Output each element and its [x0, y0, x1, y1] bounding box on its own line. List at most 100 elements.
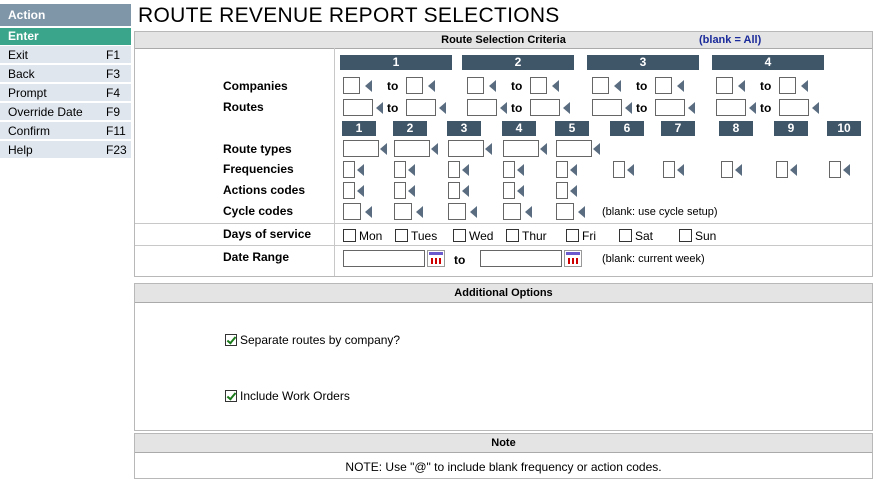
- frequency-input[interactable]: [343, 161, 355, 178]
- sidebar-item-prompt[interactable]: Prompt F4: [0, 84, 131, 102]
- prompt-arrow-icon[interactable]: [843, 164, 850, 176]
- action-code-input[interactable]: [556, 182, 568, 199]
- prompt-arrow-icon[interactable]: [431, 143, 438, 155]
- frequency-input[interactable]: [503, 161, 515, 178]
- prompt-arrow-icon[interactable]: [365, 206, 372, 218]
- date-to-input[interactable]: [480, 250, 562, 267]
- prompt-arrow-icon[interactable]: [376, 102, 383, 114]
- prompt-arrow-icon[interactable]: [570, 185, 577, 197]
- frequency-input[interactable]: [829, 161, 841, 178]
- prompt-arrow-icon[interactable]: [614, 80, 621, 92]
- calendar-icon[interactable]: [427, 250, 445, 267]
- prompt-arrow-icon[interactable]: [677, 80, 684, 92]
- frequency-input[interactable]: [556, 161, 568, 178]
- prompt-arrow-icon[interactable]: [790, 164, 797, 176]
- prompt-arrow-icon[interactable]: [540, 143, 547, 155]
- company-to-input[interactable]: [530, 77, 547, 94]
- prompt-arrow-icon[interactable]: [485, 143, 492, 155]
- sidebar-item-exit[interactable]: Exit F1: [0, 46, 131, 64]
- day-checkbox-fri[interactable]: [566, 229, 579, 242]
- prompt-arrow-icon[interactable]: [489, 80, 496, 92]
- sidebar-item-confirm[interactable]: Confirm F11: [0, 122, 131, 140]
- sidebar-item-override-date[interactable]: Override Date F9: [0, 103, 131, 121]
- route-to-input[interactable]: [655, 99, 685, 116]
- route-to-input[interactable]: [530, 99, 560, 116]
- action-code-input[interactable]: [394, 182, 406, 199]
- prompt-arrow-icon[interactable]: [408, 185, 415, 197]
- company-to-input[interactable]: [779, 77, 796, 94]
- sidebar-item-enter[interactable]: Enter: [0, 28, 131, 45]
- cycle-code-input[interactable]: [343, 203, 361, 220]
- day-checkbox-wed[interactable]: [453, 229, 466, 242]
- route-from-input[interactable]: [716, 99, 746, 116]
- route-from-input[interactable]: [467, 99, 497, 116]
- cycle-code-input[interactable]: [556, 203, 574, 220]
- company-from-input[interactable]: [592, 77, 609, 94]
- day-checkbox-sun[interactable]: [679, 229, 692, 242]
- prompt-arrow-icon[interactable]: [570, 164, 577, 176]
- route-from-input[interactable]: [592, 99, 622, 116]
- route-to-input[interactable]: [779, 99, 809, 116]
- action-code-input[interactable]: [343, 182, 355, 199]
- prompt-arrow-icon[interactable]: [812, 102, 819, 114]
- company-to-input[interactable]: [655, 77, 672, 94]
- frequency-input[interactable]: [613, 161, 625, 178]
- prompt-arrow-icon[interactable]: [365, 80, 372, 92]
- frequency-input[interactable]: [448, 161, 460, 178]
- day-checkbox-thur[interactable]: [506, 229, 519, 242]
- company-from-input[interactable]: [716, 77, 733, 94]
- cycle-code-input[interactable]: [503, 203, 521, 220]
- date-from-input[interactable]: [343, 250, 425, 267]
- prompt-arrow-icon[interactable]: [517, 185, 524, 197]
- day-checkbox-sat[interactable]: [619, 229, 632, 242]
- prompt-arrow-icon[interactable]: [627, 164, 634, 176]
- action-code-input[interactable]: [503, 182, 515, 199]
- route-type-input[interactable]: [556, 140, 592, 157]
- frequency-input[interactable]: [663, 161, 675, 178]
- frequency-input[interactable]: [394, 161, 406, 178]
- prompt-arrow-icon[interactable]: [439, 102, 446, 114]
- route-type-input[interactable]: [503, 140, 539, 157]
- include-work-orders-checkbox[interactable]: [225, 390, 237, 402]
- prompt-arrow-icon[interactable]: [625, 102, 632, 114]
- frequency-input[interactable]: [721, 161, 733, 178]
- prompt-arrow-icon[interactable]: [593, 143, 600, 155]
- prompt-arrow-icon[interactable]: [578, 206, 585, 218]
- prompt-arrow-icon[interactable]: [801, 80, 808, 92]
- prompt-arrow-icon[interactable]: [408, 164, 415, 176]
- prompt-arrow-icon[interactable]: [517, 164, 524, 176]
- route-type-input[interactable]: [448, 140, 484, 157]
- prompt-arrow-icon[interactable]: [677, 164, 684, 176]
- cycle-code-input[interactable]: [394, 203, 412, 220]
- prompt-arrow-icon[interactable]: [462, 185, 469, 197]
- calendar-icon[interactable]: [564, 250, 582, 267]
- route-type-input[interactable]: [343, 140, 379, 157]
- cycle-code-input[interactable]: [448, 203, 466, 220]
- prompt-arrow-icon[interactable]: [416, 206, 423, 218]
- prompt-arrow-icon[interactable]: [525, 206, 532, 218]
- sidebar-item-back[interactable]: Back F3: [0, 65, 131, 83]
- prompt-arrow-icon[interactable]: [735, 164, 742, 176]
- prompt-arrow-icon[interactable]: [380, 143, 387, 155]
- prompt-arrow-icon[interactable]: [749, 102, 756, 114]
- prompt-arrow-icon[interactable]: [688, 102, 695, 114]
- prompt-arrow-icon[interactable]: [470, 206, 477, 218]
- prompt-arrow-icon[interactable]: [563, 102, 570, 114]
- route-type-input[interactable]: [394, 140, 430, 157]
- company-from-input[interactable]: [343, 77, 360, 94]
- prompt-arrow-icon[interactable]: [357, 164, 364, 176]
- prompt-arrow-icon[interactable]: [552, 80, 559, 92]
- prompt-arrow-icon[interactable]: [738, 80, 745, 92]
- prompt-arrow-icon[interactable]: [500, 102, 507, 114]
- sidebar-item-help[interactable]: Help F23: [0, 141, 131, 159]
- company-to-input[interactable]: [406, 77, 423, 94]
- prompt-arrow-icon[interactable]: [428, 80, 435, 92]
- day-checkbox-tues[interactable]: [395, 229, 408, 242]
- action-code-input[interactable]: [448, 182, 460, 199]
- prompt-arrow-icon[interactable]: [357, 185, 364, 197]
- frequency-input[interactable]: [776, 161, 788, 178]
- route-from-input[interactable]: [343, 99, 373, 116]
- route-to-input[interactable]: [406, 99, 436, 116]
- prompt-arrow-icon[interactable]: [462, 164, 469, 176]
- separate-routes-checkbox[interactable]: [225, 334, 237, 346]
